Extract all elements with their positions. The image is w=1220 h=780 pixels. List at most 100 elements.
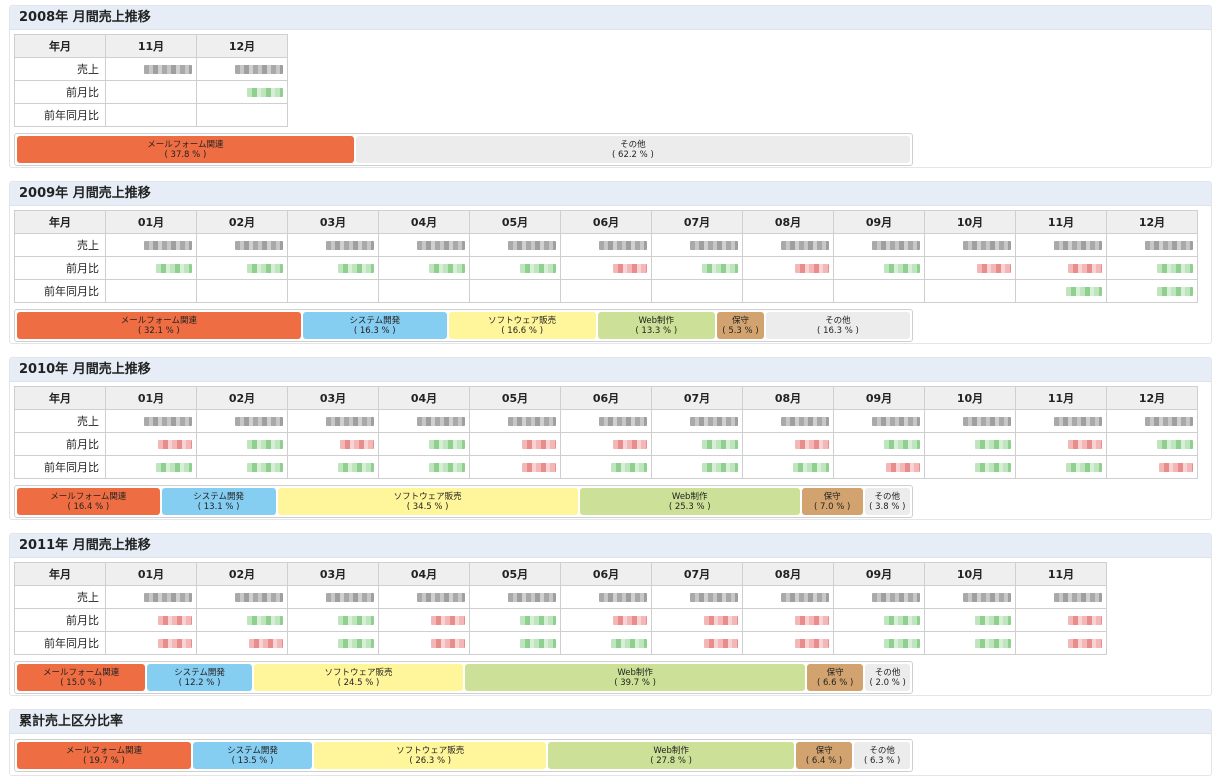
month-header: 01月 — [105, 210, 197, 234]
share-segment-mail: メールフォーム関連( 32.1 % ) — [17, 312, 301, 339]
table-row: 前年同月比 — [14, 279, 1198, 303]
redacted-value — [690, 417, 738, 426]
redacted-value — [431, 616, 465, 625]
value-cell — [1015, 631, 1107, 655]
redacted-value — [144, 417, 192, 426]
month-header: 03月 — [287, 562, 379, 586]
share-segment-percent: ( 12.2 % ) — [178, 677, 221, 688]
value-cell — [378, 631, 470, 655]
value-cell — [742, 455, 834, 479]
redacted-value — [1066, 463, 1102, 472]
redacted-value — [158, 440, 192, 449]
share-segment-percent: ( 39.7 % ) — [614, 677, 656, 688]
monthly-sales-panel: 2009年 月間売上推移年月 01月 02月 03月 04月 05月 06月 07月 08月 09… — [9, 181, 1212, 344]
month-header: 06月 — [560, 386, 652, 410]
share-segment-soft: ソフトウェア販売( 26.3 % ) — [314, 742, 547, 769]
value-cell — [742, 608, 834, 632]
value-cell — [378, 455, 470, 479]
share-segment-hosh: 保守( 6.4 % ) — [795, 742, 853, 769]
table-header-row: 年月 01月 02月 03月 04月 05月 06月 07月 08月 09月 10月 11月 — [14, 562, 1107, 586]
value-cell — [105, 585, 197, 609]
month-header: 05月 — [469, 562, 561, 586]
value-cell — [1015, 432, 1107, 456]
month-header: 05月 — [469, 210, 561, 234]
month-header: 04月 — [378, 562, 470, 586]
value-cell — [560, 233, 652, 257]
month-header: 02月 — [196, 562, 288, 586]
share-segment-label: メールフォーム関連 — [147, 139, 224, 150]
value-cell — [1106, 409, 1198, 433]
monthly-sales-panel: 2011年 月間売上推移 年月 01月 02月 03月 04月 05月 06月 07月 08月 09… — [9, 533, 1212, 696]
redacted-value — [235, 65, 283, 74]
row-label: 売上 — [14, 233, 106, 257]
value-cell — [1106, 279, 1198, 303]
share-segment-label: 保守 — [815, 745, 833, 756]
header-year-month: 年月 — [14, 34, 106, 58]
share-segment-label: 保守 — [826, 667, 844, 678]
share-segment-label: メールフォーム関連 — [50, 491, 127, 502]
panel-title: 累計売上区分比率 — [10, 710, 1211, 734]
value-cell — [924, 631, 1016, 655]
value-cell — [742, 409, 834, 433]
value-cell — [1106, 256, 1198, 280]
value-cell — [742, 432, 834, 456]
redacted-value — [599, 593, 647, 602]
redacted-value — [144, 241, 192, 250]
redacted-value — [886, 463, 920, 472]
value-cell — [469, 279, 561, 303]
panel-title: 2009年 月間売上推移 — [10, 182, 1211, 206]
value-cell — [924, 608, 1016, 632]
table-header-row: 年月 01月 02月 03月 04月 05月 06月 07月 08月 09月 10月 11月 12月 — [14, 386, 1198, 410]
share-segment-label: Web制作 — [653, 745, 689, 756]
redacted-value — [247, 88, 283, 97]
value-cell — [1015, 608, 1107, 632]
redacted-value — [702, 264, 738, 273]
value-cell — [833, 432, 925, 456]
table-row: 売上 — [14, 57, 288, 81]
share-segment-percent: ( 37.8 % ) — [164, 149, 207, 160]
value-cell — [469, 455, 561, 479]
redacted-value — [1068, 440, 1102, 449]
redacted-value — [611, 463, 647, 472]
redacted-value — [417, 593, 465, 602]
category-share-bar: メールフォーム関連( 15.0 % ) システム開発( 12.2 % ) ソフトウェ… — [14, 661, 913, 694]
row-label: 前月比 — [14, 80, 106, 104]
month-header: 01月 — [105, 386, 197, 410]
redacted-value — [1068, 264, 1102, 273]
table-row: 売上 — [14, 585, 1107, 609]
redacted-value — [795, 264, 829, 273]
month-header: 08月 — [742, 386, 834, 410]
redacted-value — [975, 440, 1011, 449]
redacted-value — [704, 639, 738, 648]
share-segment-label: 保守 — [731, 315, 749, 326]
redacted-value — [1159, 463, 1193, 472]
value-cell — [651, 631, 743, 655]
sales-table: 年月 01月 02月 03月 04月 05月 06月 07月 08月 09月 10月 11月 12月 売上… — [14, 210, 1198, 303]
month-header: 09月 — [833, 210, 925, 234]
share-segment-percent: ( 62.2 % ) — [612, 149, 654, 160]
monthly-sales-panel: 2010年 月間売上推移 年月 01月 02月 03月 04月 05月 06月 07月 08月 09… — [9, 357, 1212, 520]
share-segment-label: ソフトウェア販売 — [488, 315, 557, 326]
month-header: 12月 — [196, 34, 288, 58]
share-segment-percent: ( 6.6 % ) — [816, 677, 854, 688]
month-header: 09月 — [833, 562, 925, 586]
value-cell — [469, 233, 561, 257]
redacted-value — [429, 440, 465, 449]
month-header: 02月 — [196, 386, 288, 410]
share-segment-label: システム開発 — [349, 315, 401, 326]
redacted-value — [429, 463, 465, 472]
redacted-value — [613, 264, 647, 273]
month-header: 09月 — [833, 386, 925, 410]
row-label: 前年同月比 — [14, 279, 106, 303]
value-cell — [1106, 233, 1198, 257]
value-cell — [651, 279, 743, 303]
share-segment-percent: ( 26.3 % ) — [409, 755, 452, 766]
value-cell — [833, 279, 925, 303]
share-segment-label: メールフォーム関連 — [120, 315, 197, 326]
redacted-value — [158, 616, 192, 625]
share-segment-percent: ( 13.5 % ) — [231, 755, 274, 766]
share-segment-soft: ソフトウェア販売( 24.5 % ) — [253, 664, 464, 691]
redacted-value — [522, 440, 556, 449]
share-segment-hosh: 保守( 6.6 % ) — [806, 664, 864, 691]
value-cell — [560, 585, 652, 609]
